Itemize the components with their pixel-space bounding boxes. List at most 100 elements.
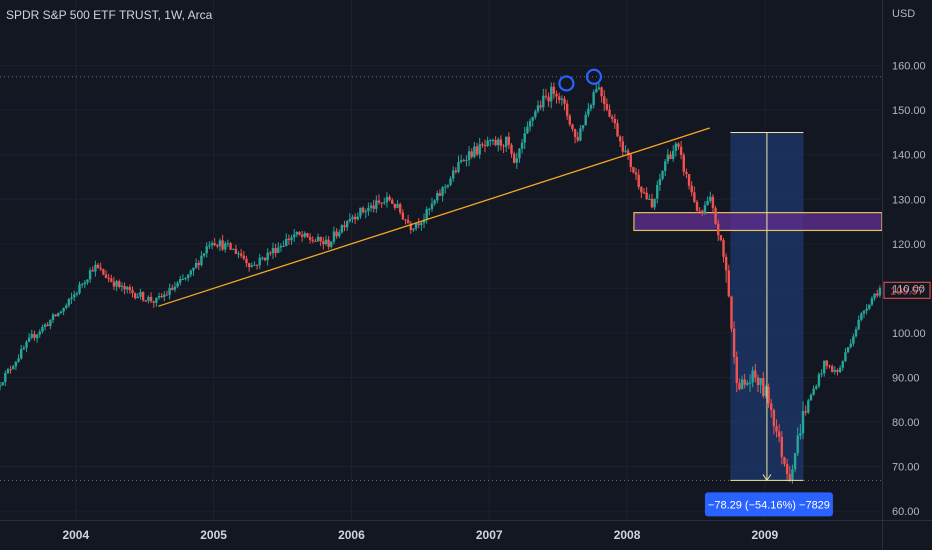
candle-body xyxy=(528,120,532,127)
candle-body xyxy=(242,255,246,259)
candle-body xyxy=(261,257,264,259)
candle-body xyxy=(57,312,60,317)
candle-body xyxy=(629,154,632,168)
candle-body xyxy=(603,96,606,104)
candle-body xyxy=(234,248,238,254)
candle-body xyxy=(25,341,28,348)
candle-body xyxy=(176,282,179,287)
candle-body xyxy=(640,186,643,193)
candle-body xyxy=(785,464,789,475)
candle-body xyxy=(595,89,598,93)
candle-body xyxy=(253,264,256,266)
candle-body xyxy=(653,198,656,208)
candle-body xyxy=(531,117,534,121)
y-tick-label: 60.00 xyxy=(892,506,920,518)
candle-body xyxy=(200,255,203,266)
candle-body xyxy=(38,331,41,335)
candle-body xyxy=(809,394,813,401)
candle-body xyxy=(536,105,540,112)
candle-body xyxy=(316,236,320,242)
candle-body xyxy=(322,241,325,245)
candle-body xyxy=(173,286,177,290)
candle-body xyxy=(568,115,572,125)
candle-body xyxy=(526,126,529,134)
candle-body xyxy=(194,262,198,268)
candle-body xyxy=(759,378,762,385)
candle-body xyxy=(70,297,73,299)
candle-body xyxy=(96,264,100,268)
candle-body xyxy=(478,144,481,155)
candle-body xyxy=(560,98,564,100)
candle-body xyxy=(258,257,261,266)
candle-body xyxy=(650,198,654,208)
candle-body xyxy=(592,92,595,106)
candle-body xyxy=(152,301,155,303)
candle-body xyxy=(141,291,145,301)
x-tick-label: 2007 xyxy=(476,528,503,542)
candle-body xyxy=(698,210,701,212)
candle-body xyxy=(237,253,240,255)
candle-body xyxy=(91,270,94,272)
candle-body xyxy=(6,369,10,374)
candle-body xyxy=(717,223,720,236)
candle-body xyxy=(581,125,585,129)
candle-body xyxy=(671,151,675,159)
candle-body xyxy=(75,293,79,295)
candle-body xyxy=(584,114,587,126)
candle-body xyxy=(33,334,36,339)
candle-body xyxy=(277,247,280,253)
candle-body xyxy=(754,370,757,378)
y-tick-label: 90.00 xyxy=(892,372,920,384)
candle-body xyxy=(104,274,108,278)
candle-body xyxy=(550,86,553,102)
candle-body xyxy=(791,469,794,480)
candle-body xyxy=(730,296,733,329)
candle-body xyxy=(364,211,367,213)
candle-body xyxy=(128,287,132,291)
candle-body xyxy=(78,284,81,294)
candle-body xyxy=(377,200,381,203)
candle-body xyxy=(762,378,765,396)
candle-body xyxy=(756,377,760,385)
candle-body xyxy=(110,278,113,282)
candle-body xyxy=(706,200,709,206)
candle-body xyxy=(12,366,15,370)
candle-body xyxy=(361,207,365,213)
candle-body xyxy=(274,248,277,253)
candle-body xyxy=(133,293,137,299)
candle-body xyxy=(420,222,423,225)
candle-body xyxy=(314,241,317,243)
candle-body xyxy=(876,293,879,296)
candle-body xyxy=(324,239,328,245)
candle-body xyxy=(398,204,402,213)
candle-body xyxy=(473,146,476,157)
candle-body xyxy=(634,172,638,175)
currency-label: USD xyxy=(892,8,916,20)
candle-body xyxy=(512,153,516,163)
candle-body xyxy=(534,111,537,118)
candle-body xyxy=(600,87,603,97)
candle-body xyxy=(502,145,505,147)
candle-body xyxy=(711,196,715,209)
candle-body xyxy=(65,305,68,308)
candle-body xyxy=(793,453,797,470)
candle-body xyxy=(626,150,630,155)
candle-body xyxy=(504,136,508,147)
candle-body xyxy=(430,203,434,209)
candle-body xyxy=(229,243,232,250)
candle-body xyxy=(353,216,357,220)
candle-body xyxy=(751,370,754,383)
candle-body xyxy=(213,243,216,246)
candle-body xyxy=(181,279,185,281)
candle-body xyxy=(118,281,121,287)
candle-body xyxy=(446,185,450,187)
candle-body xyxy=(67,298,71,306)
candle-body xyxy=(817,374,821,387)
candle-body xyxy=(351,216,354,220)
candle-body xyxy=(621,141,625,152)
candle-body xyxy=(126,287,129,290)
candle-body xyxy=(828,365,831,367)
candle-body xyxy=(425,209,428,220)
candle-body xyxy=(17,358,20,362)
